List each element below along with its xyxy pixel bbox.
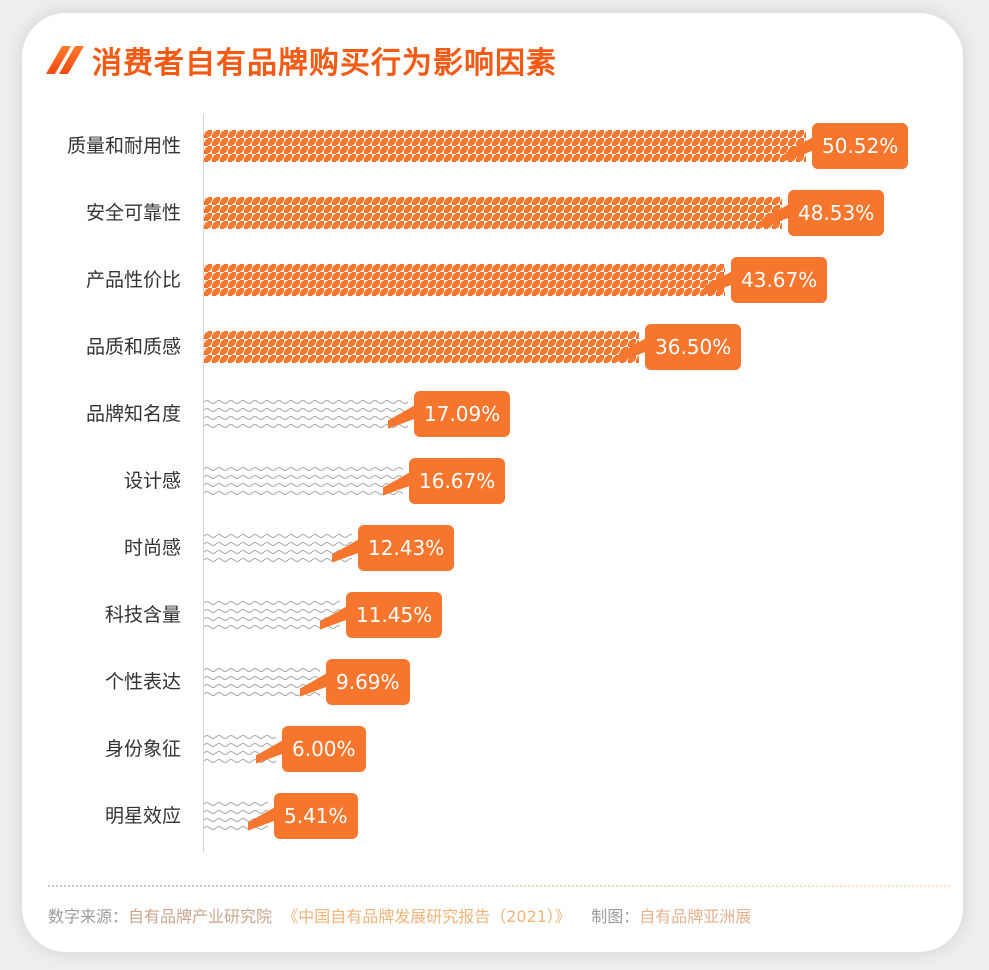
value-callout: 6.00% (282, 726, 366, 772)
bar-row: 品牌知名度 17.09% (0, 391, 989, 437)
value-callout: 9.69% (326, 659, 410, 705)
category-label: 产品性价比 (85, 269, 181, 291)
chart-credit-key: 制图： (591, 907, 640, 926)
value-callout: 12.43% (358, 525, 455, 571)
y-axis-line (203, 114, 204, 852)
bar-row: 产品性价比 43.67% (0, 257, 989, 303)
category-label: 明星效应 (104, 805, 181, 827)
chart-title: 消费者自有品牌购买行为影响因素 (92, 46, 557, 81)
category-label: 设计感 (123, 470, 181, 492)
bar-row: 个性表达 9.69% (0, 659, 989, 705)
value-callout: 16.67% (409, 458, 506, 504)
value-callout: 36.50% (645, 324, 742, 370)
bar (204, 599, 340, 631)
source-org: 自有品牌产业研究院 (128, 907, 273, 926)
bar-row: 科技含量 11.45% (0, 592, 989, 638)
source-key: 数字来源： (48, 907, 129, 926)
category-label: 品牌知名度 (85, 403, 181, 425)
footer-source: 数字来源：自有品牌产业研究院 《中国自有品牌发展研究报告（2021）》 制图：自… (48, 903, 751, 927)
bar-row: 安全可靠性 48.53% (0, 190, 989, 236)
double-slash-icon (45, 45, 85, 75)
category-label: 品质和质感 (85, 336, 181, 358)
category-label: 安全可靠性 (85, 202, 181, 224)
bar-row: 质量和耐用性 50.52% (0, 123, 989, 169)
bar-row: 身份象征 6.00% (0, 726, 989, 772)
value-callout: 50.52% (812, 123, 909, 169)
value-callout: 17.09% (414, 391, 511, 437)
chart-header: 消费者自有品牌购买行为影响因素 (45, 38, 557, 82)
bar (204, 130, 806, 162)
bar (204, 465, 403, 497)
value-callout: 5.41% (274, 793, 358, 839)
bar (204, 532, 352, 564)
bar (204, 264, 725, 296)
footer-divider (48, 885, 950, 887)
value-callout: 11.45% (346, 592, 443, 638)
value-callout: 48.53% (788, 190, 885, 236)
category-label: 科技含量 (104, 604, 181, 626)
value-callout: 43.67% (731, 257, 828, 303)
source-report: 《中国自有品牌发展研究报告（2021）》 (282, 907, 571, 926)
chart-credit-value: 自有品牌亚洲展 (639, 907, 752, 926)
bar-row: 时尚感 12.43% (0, 525, 989, 571)
bar (204, 197, 782, 229)
bar (204, 398, 408, 430)
category-label: 时尚感 (123, 537, 181, 559)
bar-row: 设计感 16.67% (0, 458, 989, 504)
bar (204, 331, 639, 363)
bar-row: 明星效应 5.41% (0, 793, 989, 839)
category-label: 质量和耐用性 (66, 135, 181, 157)
category-label: 身份象征 (104, 738, 181, 760)
bar-row: 品质和质感 36.50% (0, 324, 989, 370)
category-label: 个性表达 (104, 671, 181, 693)
